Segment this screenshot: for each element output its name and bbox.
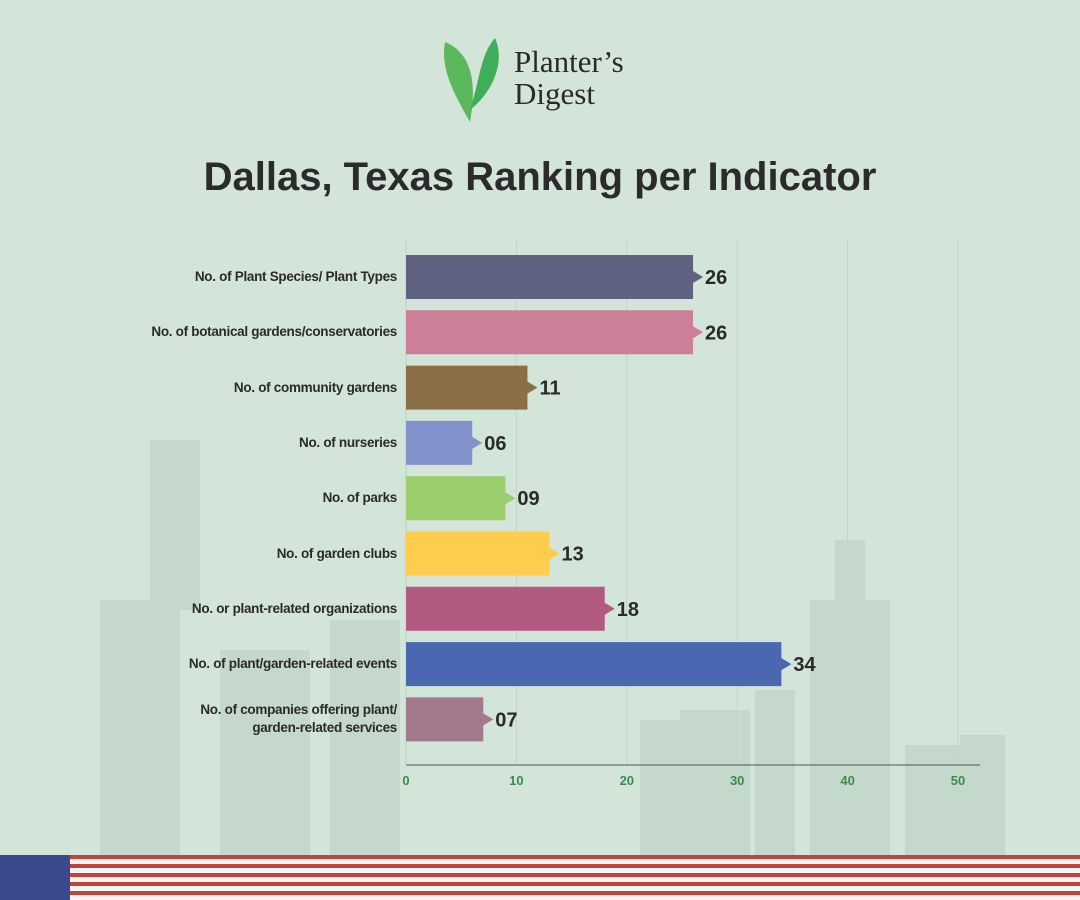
value-label: 34	[793, 654, 816, 676]
category-label: No. of Plant Species/ Plant Types	[194, 269, 397, 284]
value-label: 26	[705, 322, 727, 344]
bar	[406, 642, 792, 687]
plot: 0 10 20 30 40 50 26 26 11 06 09 13 18 34 07	[402, 240, 981, 788]
value-label: 06	[484, 433, 506, 455]
category-label: No. of community gardens	[233, 379, 397, 395]
value-label: 11	[539, 378, 560, 400]
value-label: 26	[705, 267, 727, 289]
brand-line2: Digest	[514, 76, 595, 111]
value-label: 09	[517, 488, 539, 510]
x-tick-label: 40	[840, 773, 854, 788]
skyline-decoration	[100, 440, 1005, 855]
category-label: No. of parks	[322, 490, 398, 506]
category-label: No. of garden clubs	[276, 545, 398, 561]
bar	[406, 310, 704, 355]
bar	[406, 586, 615, 631]
bar	[406, 255, 704, 299]
x-tick-label: 0	[402, 773, 409, 788]
category-label: No. of nurseries	[299, 434, 397, 450]
x-tick-label: 30	[730, 773, 744, 788]
x-tick-label: 20	[620, 773, 634, 788]
category-label: No. or plant-related organizations	[191, 600, 397, 616]
category-label: No. of botanical gardens/conservatories	[151, 324, 397, 340]
bar	[406, 697, 494, 742]
value-label: 18	[617, 599, 639, 621]
brand-line1: Planter’s	[514, 44, 624, 79]
bar	[406, 365, 538, 410]
x-tick-label: 10	[509, 773, 523, 788]
category-label: No. of plant/garden-related events	[188, 656, 397, 672]
bar	[406, 476, 516, 521]
chart-title: Dallas, Texas Ranking per Indicator	[204, 155, 877, 199]
bar	[406, 420, 483, 465]
logo-icon	[444, 38, 499, 122]
bar	[406, 531, 560, 576]
flag	[0, 855, 1080, 900]
value-label: 13	[562, 544, 584, 566]
category-label: No. of companies offering plant/ garden-…	[200, 702, 397, 736]
x-tick-label: 50	[951, 773, 965, 788]
value-label: 07	[495, 709, 517, 731]
